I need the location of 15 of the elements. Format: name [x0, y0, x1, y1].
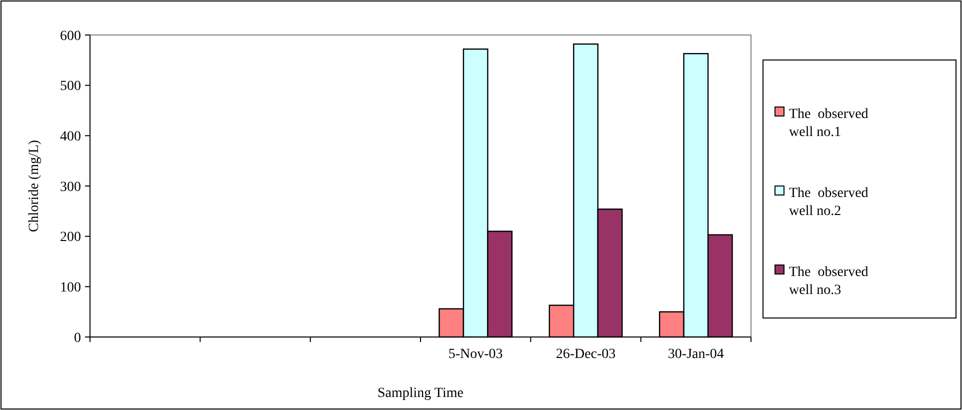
y-tick-label: 400	[60, 130, 81, 145]
y-tick-label: 200	[60, 230, 81, 246]
x-tick-label: 26-Dec-03	[556, 347, 616, 362]
legend-label: The observed well no.1	[789, 106, 868, 140]
y-tick-label: 100	[60, 280, 81, 296]
x-tick-label: 5-Nov-03	[448, 347, 503, 362]
y-tick-label: 500	[60, 79, 81, 94]
y-tick-label: 600	[60, 28, 81, 44]
y-tick-label: 0	[74, 330, 81, 346]
x-axis-title: Sampling Time	[378, 386, 464, 401]
x-tick-label: 30-Jan-04	[668, 347, 724, 362]
legend-label: The observed well no.3	[789, 264, 868, 298]
y-tick-label: 300	[60, 180, 81, 195]
legend-label: The observed well no.2	[789, 186, 868, 220]
y-axis-title: Chloride (mg/L)	[27, 140, 42, 232]
